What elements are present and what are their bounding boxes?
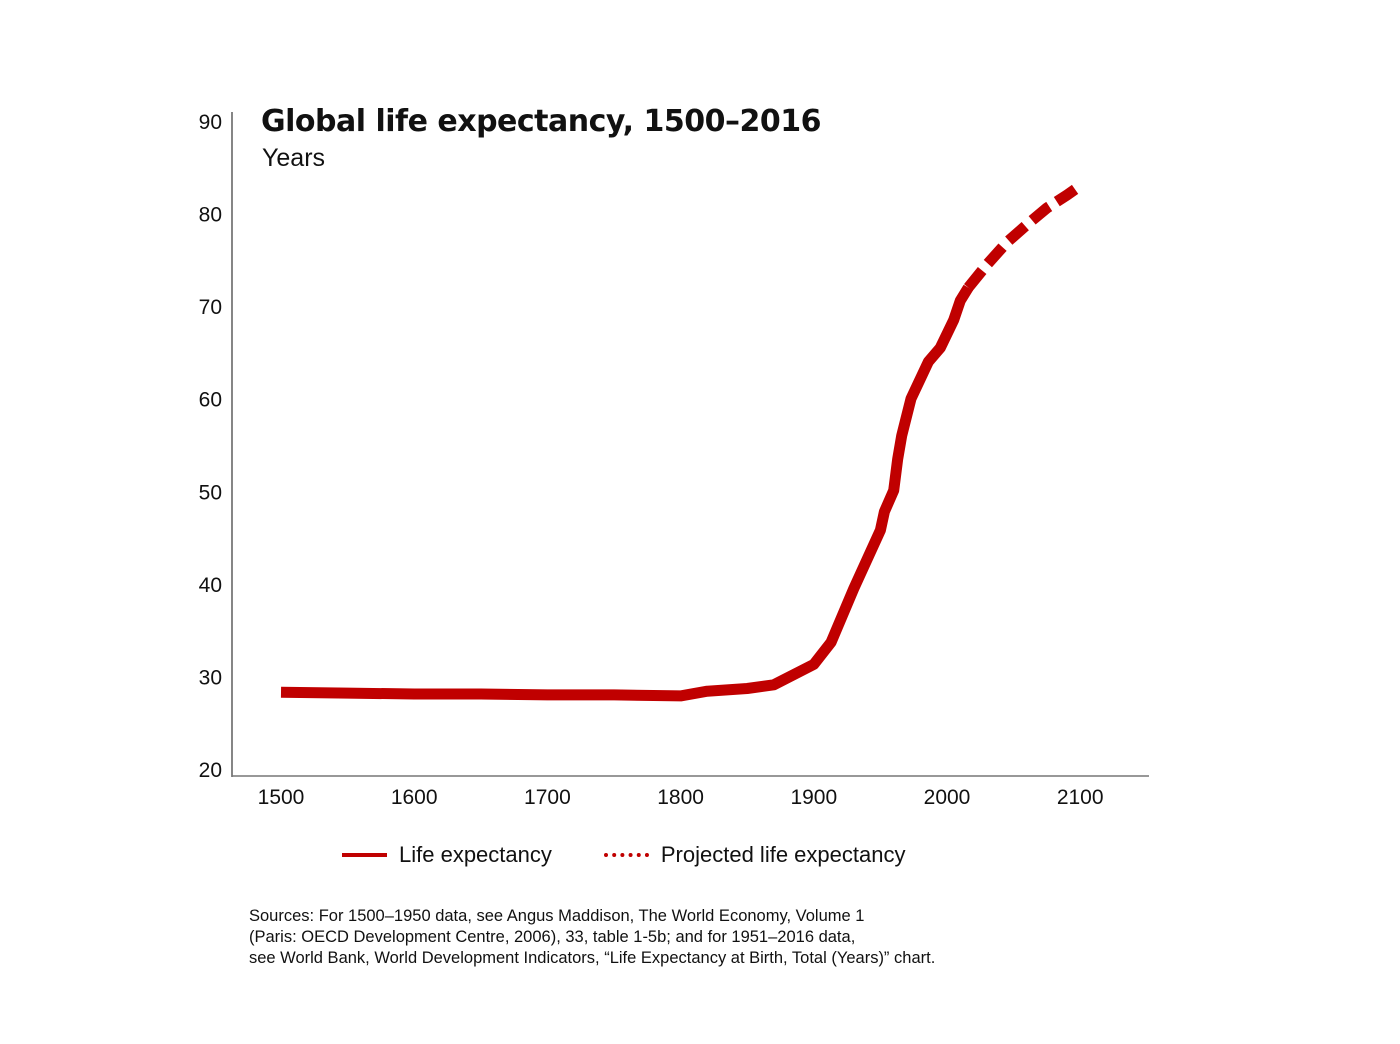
chart-subtitle: Years <box>262 144 326 172</box>
x-tick-label: 2000 <box>924 786 971 809</box>
x-tick-label: 2100 <box>1057 786 1104 809</box>
legend-item-life-expectancy: Life expectancy <box>342 842 552 868</box>
x-axis-ticks: 1500 1600 1700 1800 1900 2000 2100 <box>258 786 1104 809</box>
y-tick-label: 60 <box>199 389 222 412</box>
legend-label: Projected life expectancy <box>660 842 906 867</box>
x-tick-label: 1800 <box>657 786 704 809</box>
y-tick-label: 50 <box>199 481 222 504</box>
legend-item-projected: Projected life expectancy <box>603 842 906 868</box>
source-line: see World Bank, World Development Indica… <box>249 949 936 967</box>
series-line-life-expectancy <box>280 284 973 702</box>
y-tick-label: 80 <box>199 204 222 227</box>
y-tick-label: 70 <box>199 296 222 319</box>
y-tick-label: 30 <box>199 666 222 689</box>
legend-swatch-dotted <box>603 853 649 857</box>
source-line: Sources: For 1500–1950 data, see Angus M… <box>249 907 865 925</box>
x-tick-label: 1600 <box>391 786 438 809</box>
legend-label: Life expectancy <box>399 842 552 867</box>
x-tick-label: 1700 <box>524 786 571 809</box>
chart-title: Global life expectancy, 1500–2016 <box>261 104 821 139</box>
legend: Life expectancy Projected life expectanc… <box>342 842 957 868</box>
source-line: (Paris: OECD Development Centre, 2006), … <box>249 928 856 946</box>
series-layer <box>280 181 1084 702</box>
legend-swatch-solid <box>342 853 387 857</box>
series-line-projected <box>964 181 1084 292</box>
x-tick-label: 1900 <box>790 786 837 809</box>
y-tick-label: 20 <box>199 759 222 782</box>
source-note: Sources: For 1500–1950 data, see Angus M… <box>249 906 1089 969</box>
y-tick-label: 90 <box>199 111 222 134</box>
y-tick-label: 40 <box>199 574 222 597</box>
x-tick-label: 1500 <box>258 786 305 809</box>
y-axis-ticks: 20 30 40 50 60 70 80 90 <box>199 111 222 782</box>
